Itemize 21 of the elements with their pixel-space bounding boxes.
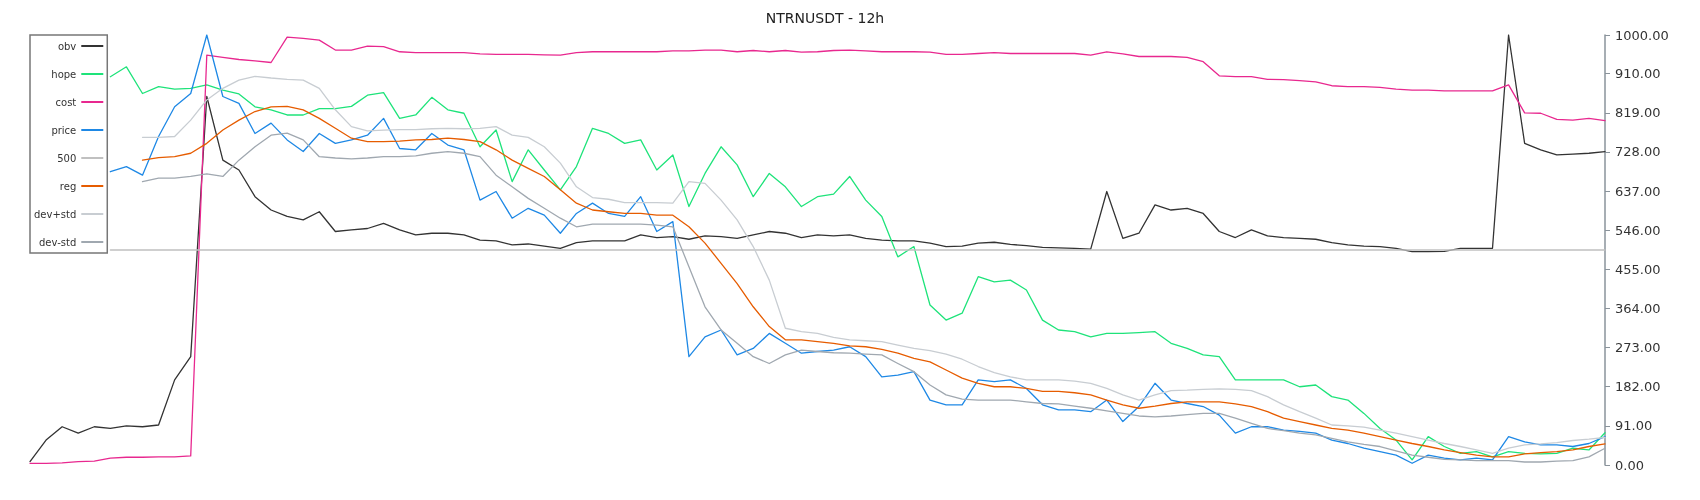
legend-label: 500 bbox=[57, 152, 77, 164]
y-tick-label: 273.00 bbox=[1615, 340, 1661, 356]
y-tick-label: 455.00 bbox=[1615, 261, 1661, 277]
legend-label: hope bbox=[51, 68, 77, 80]
legend-label: obv bbox=[57, 40, 77, 52]
legend-label: reg bbox=[59, 180, 77, 192]
y-tick-label: 1000.00 bbox=[1615, 27, 1669, 43]
chart-title: NTRNUSDT - 12h bbox=[765, 10, 885, 26]
legend-label: dev-std bbox=[39, 236, 77, 248]
y-tick-label: 0.00 bbox=[1615, 457, 1644, 473]
y-tick-label: 182.00 bbox=[1615, 379, 1661, 395]
y-tick-label: 364.00 bbox=[1615, 300, 1661, 316]
legend-label: price bbox=[51, 124, 77, 136]
y-tick-label: 819.00 bbox=[1615, 105, 1661, 121]
y-tick-label: 91.00 bbox=[1615, 418, 1653, 434]
y-tick-label: 910.00 bbox=[1615, 66, 1661, 82]
legend-label: cost bbox=[55, 96, 77, 108]
legend-label: dev+std bbox=[33, 208, 77, 220]
y-tick-label: 546.00 bbox=[1615, 222, 1661, 238]
y-tick-label: 637.00 bbox=[1615, 183, 1661, 199]
y-tick-label: 728.00 bbox=[1615, 144, 1661, 160]
